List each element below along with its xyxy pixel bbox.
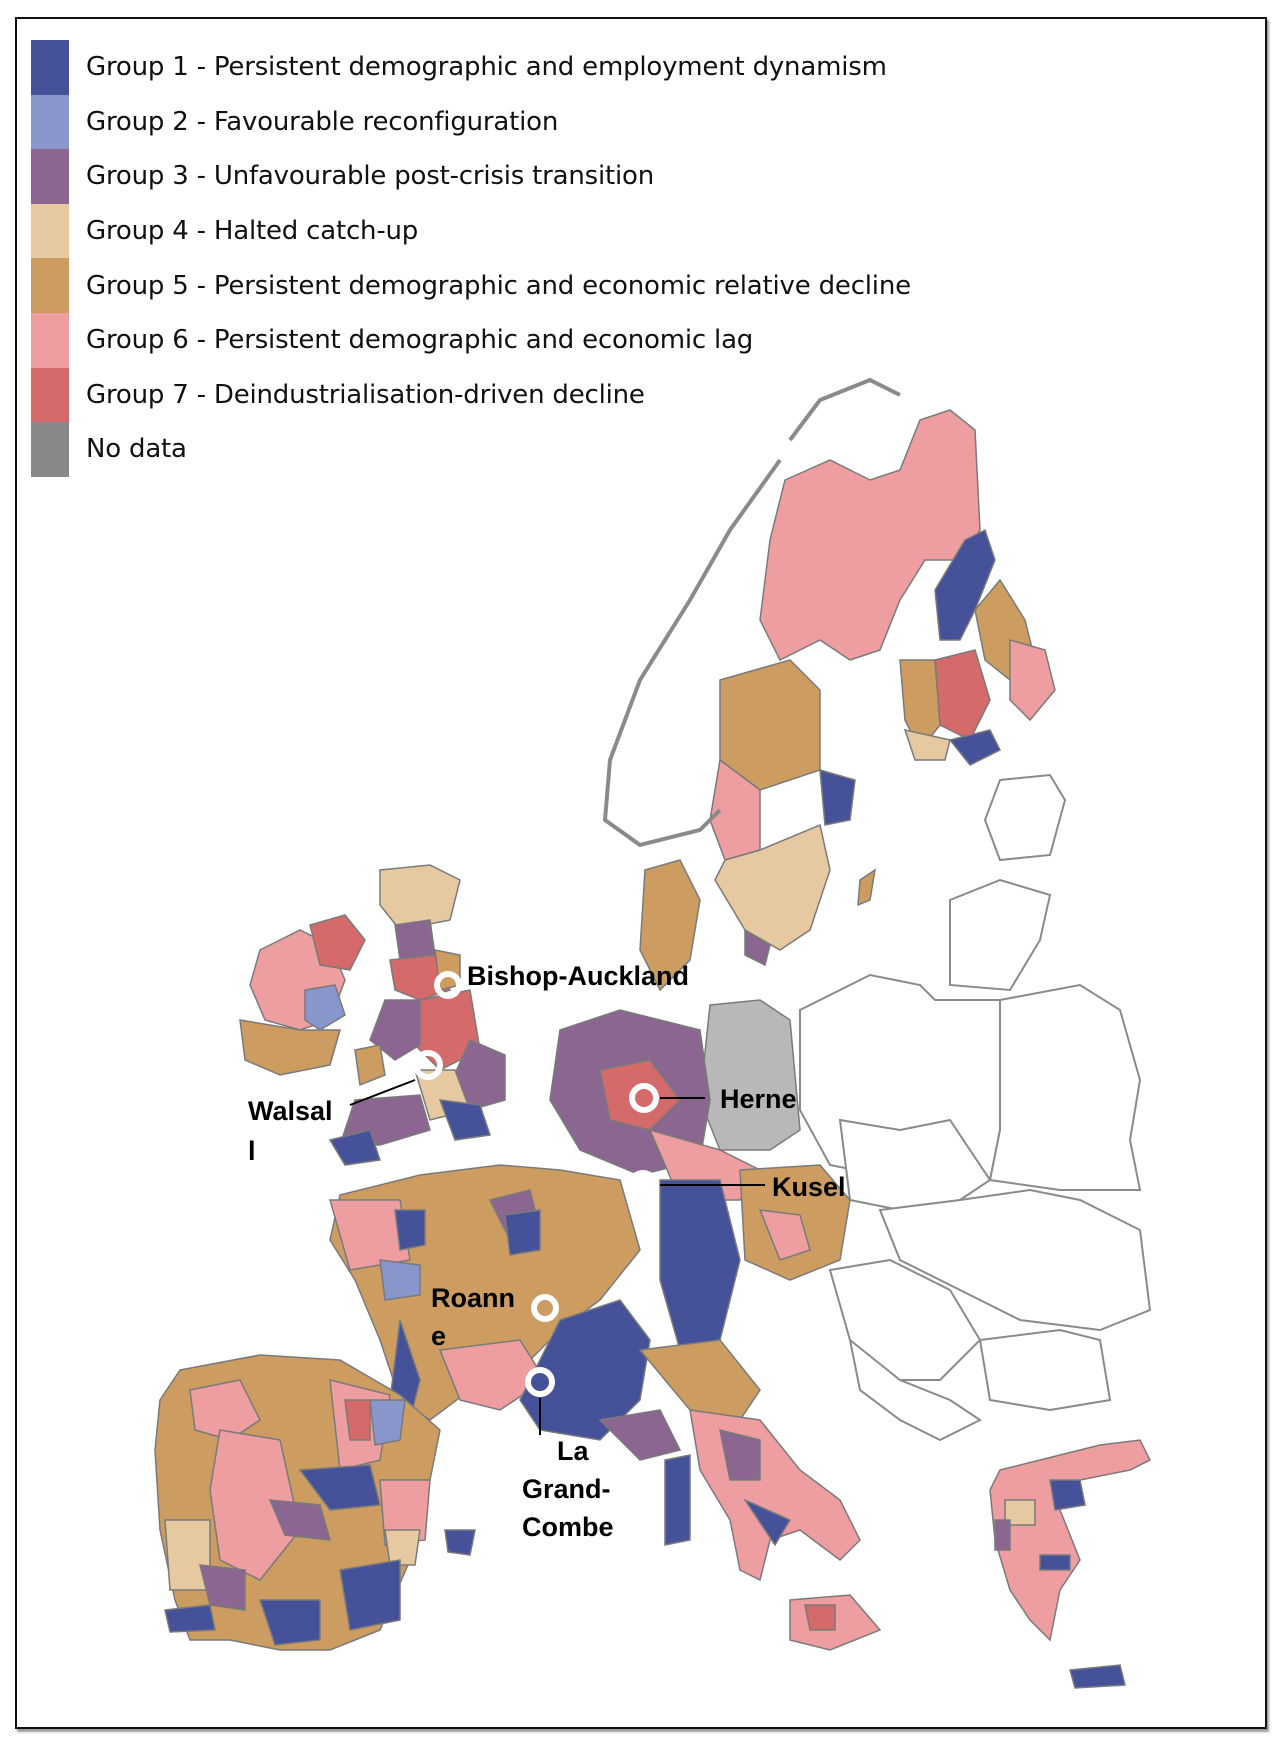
legend-swatch [31, 367, 69, 423]
label-la-grand-combe-line1: La [557, 1436, 589, 1466]
legend-item-group-2: Group 2 - Favourable reconfiguration [31, 94, 911, 150]
greece-regions [989, 1439, 1152, 1689]
label-roanne-line2: e [431, 1321, 446, 1351]
label-roanne-line1: Roann [431, 1283, 515, 1313]
legend-item-group-5: Group 5 - Persistent demographic and eco… [31, 258, 911, 313]
iberia-regions [154, 1354, 476, 1651]
scandinavia-regions [709, 409, 1056, 967]
legend-label: Group 3 - Unfavourable post-crisis trans… [86, 161, 655, 192]
legend-item-group-6: Group 6 - Persistent demographic and eco… [31, 312, 911, 368]
legend-label: Group 2 - Favourable reconfiguration [86, 106, 559, 137]
eastern-europe-outlines [799, 773, 1152, 1442]
legend-label: Group 5 - Persistent demographic and eco… [86, 270, 911, 301]
marker-kusel [628, 1170, 658, 1200]
map-legend: Group 1 - Persistent demographic and emp… [31, 40, 911, 477]
legend-item-group-7: Group 7 - Deindustrialisation-driven dec… [31, 367, 911, 423]
marker-herne [629, 1083, 659, 1113]
label-walsall-line2: l [248, 1136, 256, 1166]
label-kusel: Kusel [772, 1172, 846, 1202]
label-herne: Herne [720, 1084, 797, 1114]
legend-item-group-1: Group 1 - Persistent demographic and emp… [31, 40, 911, 95]
legend-label: No data [86, 434, 187, 465]
legend-swatch [31, 149, 69, 204]
legend-label: Group 1 - Persistent demographic and emp… [86, 52, 887, 83]
legend-label: Group 7 - Deindustrialisation-driven dec… [86, 379, 645, 410]
location-markers [413, 971, 659, 1397]
location-labels: Bishop-Auckland Walsal l Herne Kusel Roa… [248, 961, 846, 1542]
label-la-grand-combe-line3: Combe [522, 1512, 614, 1542]
marker-roanne [531, 1294, 559, 1322]
legend-label: Group 6 - Persistent demographic and eco… [86, 325, 754, 356]
legend-swatch [31, 40, 69, 95]
legend-label: Group 4 - Halted catch-up [86, 216, 419, 247]
legend-item-group-4: Group 4 - Halted catch-up [31, 203, 911, 259]
leader-lines [349, 1079, 765, 1435]
norway-coastline [602, 377, 901, 848]
legend-swatch [31, 258, 69, 313]
label-la-grand-combe-line2: Grand- [522, 1474, 611, 1504]
marker-bishop-auckland [434, 971, 462, 999]
legend-swatch [31, 422, 69, 477]
continental-regions [329, 859, 882, 1651]
legend-swatch [31, 94, 69, 150]
marker-walsall [413, 1050, 443, 1080]
british-isles-regions [239, 864, 506, 1166]
label-bishop-auckland: Bishop-Auckland [467, 961, 689, 991]
legend-swatch [31, 312, 69, 368]
legend-item-no-data: No data [31, 422, 911, 477]
legend-item-group-3: Group 3 - Unfavourable post-crisis trans… [31, 149, 911, 204]
marker-la-grand-combe [525, 1367, 555, 1397]
legend-swatch [31, 203, 69, 259]
label-walsall-line1: Walsal [248, 1096, 333, 1126]
